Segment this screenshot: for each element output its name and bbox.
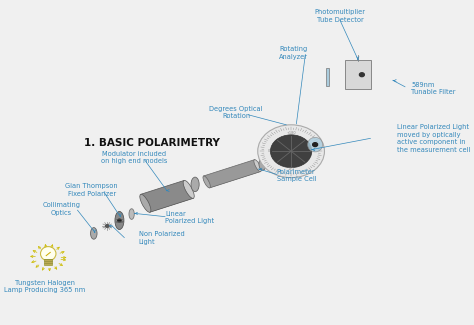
Circle shape: [258, 125, 325, 178]
Text: Rotating
Analyzer: Rotating Analyzer: [279, 46, 308, 60]
Circle shape: [359, 73, 365, 77]
Text: Collimating
Optics: Collimating Optics: [42, 202, 80, 216]
Text: +180: +180: [286, 131, 296, 135]
Text: Degrees Optical
Rotation: Degrees Optical Rotation: [210, 106, 263, 119]
Circle shape: [118, 219, 121, 222]
Text: Linear
Polarized Light: Linear Polarized Light: [165, 211, 214, 224]
Text: 180: 180: [288, 167, 294, 171]
Ellipse shape: [254, 160, 261, 172]
Text: Modulator included
on high end models: Modulator included on high end models: [101, 151, 168, 164]
Text: Linear Polarized Light
moved by optically
active component in
the measurement ce: Linear Polarized Light moved by opticall…: [397, 124, 470, 152]
Polygon shape: [208, 167, 261, 188]
Ellipse shape: [191, 177, 199, 192]
Ellipse shape: [129, 209, 134, 219]
Ellipse shape: [91, 227, 97, 239]
Ellipse shape: [115, 212, 124, 229]
Ellipse shape: [140, 194, 151, 212]
Polygon shape: [141, 180, 193, 212]
Text: Polarimeter
Sample Cell: Polarimeter Sample Cell: [277, 169, 317, 182]
Circle shape: [106, 225, 109, 227]
Ellipse shape: [259, 157, 266, 170]
Text: 1. BASIC POLARIMETRY: 1. BASIC POLARIMETRY: [83, 138, 219, 148]
Ellipse shape: [203, 176, 210, 188]
Polygon shape: [146, 192, 193, 212]
Text: Non Polarized
Light: Non Polarized Light: [138, 231, 184, 245]
FancyBboxPatch shape: [44, 259, 52, 265]
Text: 589nm
Tunable Filter: 589nm Tunable Filter: [411, 82, 456, 95]
Text: Tungsten Halogen
Lamp Producing 365 nm: Tungsten Halogen Lamp Producing 365 nm: [4, 280, 86, 293]
Ellipse shape: [40, 247, 56, 261]
Ellipse shape: [308, 137, 323, 152]
Text: 0: 0: [267, 149, 270, 153]
FancyBboxPatch shape: [327, 68, 329, 86]
Text: Photomultiplier
Tube Detector: Photomultiplier Tube Detector: [314, 9, 365, 23]
FancyBboxPatch shape: [345, 60, 371, 89]
Text: 0: 0: [313, 149, 315, 153]
Text: Gian Thompson
Fixed Polarizer: Gian Thompson Fixed Polarizer: [65, 183, 118, 197]
Polygon shape: [204, 160, 261, 188]
Ellipse shape: [183, 180, 194, 198]
Circle shape: [270, 135, 312, 168]
Circle shape: [313, 143, 318, 147]
